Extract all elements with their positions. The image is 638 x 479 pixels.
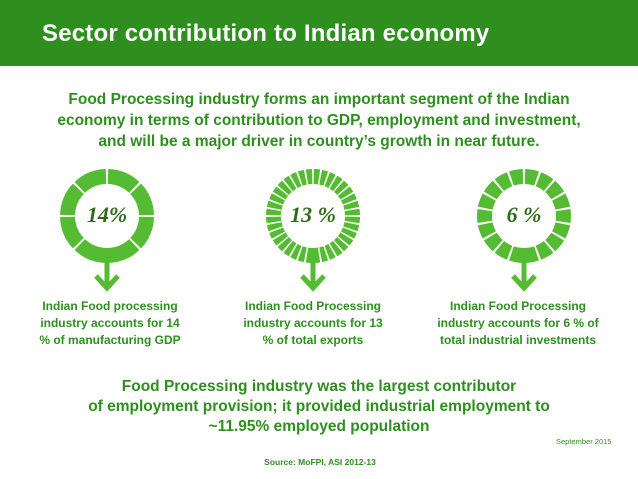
ring-segment [269, 227, 285, 239]
ring-segment [319, 169, 329, 186]
ring-segment [290, 172, 302, 188]
source-note: Source: MoFPI, ASI 2012-13 [264, 457, 376, 467]
ring-segment [524, 169, 539, 186]
ring-segment [107, 239, 140, 263]
ring-segment [269, 193, 285, 205]
ring-segment [334, 237, 349, 252]
arrow-down-icon [300, 248, 326, 292]
exports-stat-caption: Indian Food Processing industry accounts… [233, 298, 393, 349]
ring-segment [494, 241, 513, 260]
ring-segment [344, 208, 360, 216]
ring-segment [555, 208, 571, 224]
ring-segment [483, 180, 503, 200]
arrow-down-icon [511, 248, 537, 292]
caption-line: % of manufacturing GDP [39, 333, 181, 347]
ring-segment [483, 232, 503, 252]
ring-segment [313, 169, 321, 185]
ring-segment [277, 237, 292, 252]
caption-line: % of total exports [262, 333, 364, 347]
ring-segment [74, 169, 107, 193]
ring-segment [266, 200, 283, 210]
ring-segment [337, 186, 354, 200]
investments-stat-value: 6 % [506, 202, 542, 227]
intro-line: Food Processing industry forms an import… [68, 91, 570, 108]
caption-line: industry accounts for 14 [40, 316, 180, 330]
caption-line: Indian Food Processing [244, 299, 381, 313]
caption-line: Indian Food processing [42, 299, 178, 313]
ring-segment [535, 241, 554, 260]
ring-segment [319, 246, 329, 263]
ring-segment [344, 216, 360, 224]
ring-8-segments-icon [60, 169, 154, 263]
summary-text: Food Processing industry was the largest… [30, 377, 608, 437]
ring-segment [283, 240, 297, 257]
ring-segment [509, 169, 524, 186]
ring-segment [477, 193, 496, 210]
ring-segment [130, 183, 154, 216]
ring-segment [290, 244, 302, 260]
ring-segment [509, 246, 524, 263]
ring-segment [545, 180, 565, 200]
ring-segment [552, 193, 571, 210]
ring-segment [524, 246, 539, 263]
caption-line: industry accounts for 6 % of [437, 316, 599, 330]
ring-segment [341, 227, 357, 239]
ring-segment [552, 222, 571, 239]
gdp-stat-value: 14% [86, 202, 128, 227]
ring-segment [337, 232, 354, 246]
ring-segment [494, 172, 513, 191]
ring-segment [343, 222, 360, 232]
ring-segment [283, 175, 297, 192]
ring-segment [60, 183, 84, 216]
ring-segment [130, 216, 154, 249]
ring-segment [545, 232, 565, 252]
ring-segment [272, 186, 289, 200]
summary-line: of employment provision; it provided ind… [88, 398, 550, 415]
exports-stat-ring: 13 % [263, 166, 363, 266]
arrow-down-icon [94, 248, 120, 292]
ring-segment [343, 200, 360, 210]
caption-line: total industrial investments [439, 333, 597, 347]
investments-stat-caption: Indian Food Processing industry accounts… [428, 298, 608, 349]
gdp-stat-caption: Indian Food processing industry accounts… [30, 298, 190, 349]
ring-segment [324, 244, 336, 260]
ring-segment [535, 172, 554, 191]
ring-segment [297, 169, 307, 186]
ring-segment [272, 232, 289, 246]
ring-18-segments-icon [477, 169, 571, 263]
ring-segment [329, 240, 343, 257]
caption-line: industry accounts for 13 [243, 316, 383, 330]
ring-segment [74, 239, 107, 263]
ring-segment [305, 169, 313, 185]
intro-text: Food Processing industry forms an import… [24, 89, 614, 152]
ring-segment [266, 208, 282, 216]
intro-line: economy in terms of contribution to GDP,… [57, 112, 581, 129]
gdp-stat-ring: 14% [57, 166, 157, 266]
page-title: Sector contribution to Indian economy [42, 20, 490, 47]
ring-segment [477, 208, 493, 224]
summary-line: ~11.95% employed population [208, 418, 430, 435]
date-note: September 2015 [556, 437, 612, 446]
ring-segment [60, 216, 84, 249]
summary-line: Food Processing industry was the largest… [121, 378, 517, 395]
ring-segment [324, 172, 336, 188]
exports-stat-value: 13 % [290, 202, 336, 227]
caption-line: Indian Food Processing [449, 299, 586, 313]
ring-segment [107, 169, 140, 193]
intro-line: and will be a major driver in country’s … [98, 133, 540, 150]
investments-stat-ring: 6 % [474, 166, 574, 266]
ring-segment [297, 246, 307, 263]
ring-36-segments-icon [266, 169, 360, 263]
ring-segment [477, 222, 496, 239]
ring-segment [329, 175, 343, 192]
ring-segment [334, 180, 349, 195]
ring-segment [341, 193, 357, 205]
ring-segment [277, 180, 292, 195]
ring-segment [266, 216, 282, 224]
ring-segment [266, 222, 283, 232]
header-bar: Sector contribution to Indian economy [0, 0, 638, 66]
